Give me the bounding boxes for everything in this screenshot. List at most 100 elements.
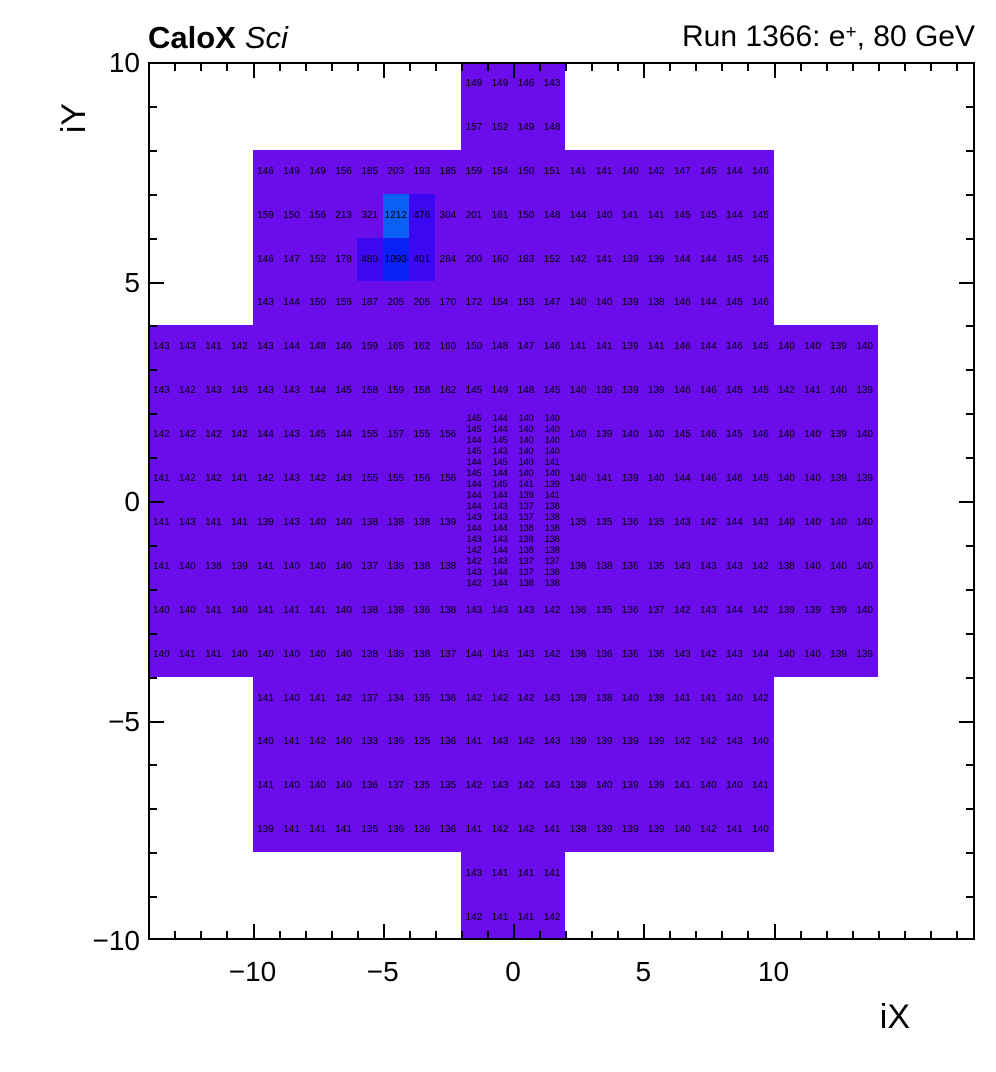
cell-value: 178 xyxy=(335,253,352,265)
cell-value: 139 xyxy=(595,736,613,748)
x-tick-top xyxy=(356,64,359,71)
cell-value: 140 xyxy=(778,516,795,528)
cell-value: 142 xyxy=(543,912,561,924)
cell-value: 138 xyxy=(439,604,457,616)
cell-value: 141 xyxy=(804,385,821,397)
cell-value: 140 xyxy=(335,736,352,748)
fine-cell-value: 138 xyxy=(544,533,560,545)
cell-value: 139 xyxy=(856,385,873,397)
x-tick-top xyxy=(330,64,333,71)
y-tick-right xyxy=(959,720,973,723)
cell-value: 135 xyxy=(413,736,431,748)
x-tick xyxy=(903,931,906,938)
cell-value: 139 xyxy=(257,516,274,528)
cell-value: 141 xyxy=(231,473,248,485)
x-tick-top xyxy=(278,64,281,71)
cell-value: 141 xyxy=(595,165,613,177)
cell-value: 139 xyxy=(621,736,639,748)
x-tick xyxy=(669,931,672,938)
cell-value: 142 xyxy=(700,824,717,836)
experiment-subname: Sci xyxy=(244,20,288,55)
fine-cell-value: 138 xyxy=(518,577,534,589)
cell-value: 142 xyxy=(179,429,196,441)
fine-cell-value: 140 xyxy=(518,456,534,468)
cell-value: 144 xyxy=(700,297,717,309)
cell-value: 142 xyxy=(179,385,196,397)
y-tick xyxy=(150,588,157,591)
cell-value: 140 xyxy=(569,429,587,441)
y-tick-right xyxy=(966,369,973,372)
cell-value: 141 xyxy=(517,868,535,880)
cell-value: 136 xyxy=(621,604,639,616)
cell-value: 154 xyxy=(491,165,509,177)
cell-value: 146 xyxy=(752,165,769,177)
y-tick-right xyxy=(966,149,973,152)
y-tick-right xyxy=(966,632,973,635)
cell-value: 137 xyxy=(647,604,665,616)
y-tick-label: 5 xyxy=(124,266,140,298)
fine-cell-value: 144 xyxy=(466,522,482,534)
cell-value: 146 xyxy=(700,385,717,397)
cell-value: 138 xyxy=(647,692,665,704)
cell-value: 146 xyxy=(543,341,561,353)
fine-cell-value: 138 xyxy=(544,511,560,523)
cell-value: 145 xyxy=(543,385,561,397)
y-tick-right xyxy=(966,896,973,899)
cell-value: 139 xyxy=(856,473,873,485)
cell-value: 140 xyxy=(804,516,821,528)
fine-cell-value: 138 xyxy=(518,522,534,534)
cell-value: 141 xyxy=(309,604,326,616)
cell-value: 143 xyxy=(726,560,743,572)
cell-value: 140 xyxy=(726,692,743,704)
hot-cell xyxy=(408,237,435,282)
cell-value: 141 xyxy=(647,341,665,353)
cell-value: 143 xyxy=(152,385,170,397)
cell-value: 142 xyxy=(752,604,769,616)
fine-cell-value: 142 xyxy=(466,577,482,589)
cell-value: 142 xyxy=(517,692,535,704)
cell-value: 149 xyxy=(309,165,326,177)
cell-value: 139 xyxy=(647,780,665,792)
cell-value: 185 xyxy=(361,165,379,177)
fine-cell-value: 140 xyxy=(544,434,560,446)
cell-value: 141 xyxy=(752,780,769,792)
cell-value: 139 xyxy=(647,736,665,748)
cell-value: 156 xyxy=(335,165,352,177)
cell-value: 183 xyxy=(517,253,535,265)
cell-value: 138 xyxy=(205,560,222,572)
cell-value: 160 xyxy=(491,253,509,265)
cell-value: 140 xyxy=(335,604,352,616)
fine-cell-value: 144 xyxy=(492,412,508,424)
cell-value: 143 xyxy=(700,560,717,572)
cell-value: 146 xyxy=(700,429,717,441)
cell-value: 140 xyxy=(700,780,717,792)
detector-region xyxy=(460,62,566,150)
x-tick xyxy=(539,931,542,938)
cell-value: 143 xyxy=(673,516,691,528)
cell-value: 150 xyxy=(309,297,326,309)
cell-value: 142 xyxy=(752,692,769,704)
cell-value: 144 xyxy=(726,516,743,528)
y-tick xyxy=(150,808,157,811)
cell-value: 157 xyxy=(465,121,483,133)
cell-value: 140 xyxy=(152,604,170,616)
cell-value: 140 xyxy=(595,297,613,309)
experiment-name: CaloX xyxy=(148,20,236,55)
cell-value: 140 xyxy=(804,341,821,353)
cell-value: 140 xyxy=(778,648,795,660)
plot-frame xyxy=(148,62,975,940)
x-tick xyxy=(486,931,489,938)
cell-value: 141 xyxy=(309,824,326,836)
cell-value: 135 xyxy=(413,780,431,792)
cell-value: 140 xyxy=(830,560,847,572)
fine-cell-value: 144 xyxy=(492,467,508,479)
cell-value: 140 xyxy=(309,648,326,660)
cell-value: 136 xyxy=(387,736,405,748)
cell-value: 140 xyxy=(309,560,326,572)
cell-value: 147 xyxy=(283,253,300,265)
fine-cell-value: 143 xyxy=(466,533,482,545)
x-tick xyxy=(825,931,828,938)
cell-value: 146 xyxy=(517,77,535,89)
cell-value: 142 xyxy=(231,429,248,441)
cell-value: 136 xyxy=(439,824,457,836)
